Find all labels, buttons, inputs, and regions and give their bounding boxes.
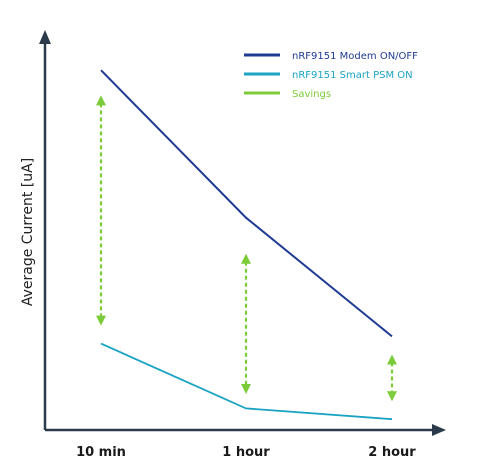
series-line-1	[100, 342, 393, 421]
savings-arrow-up-icon	[241, 253, 251, 264]
series-line-0	[100, 69, 393, 338]
x-tick-label: 1 hour	[222, 445, 270, 460]
legend: nRF9151 Modem ON/OFF nRF9151 Smart PSM ON…	[244, 51, 418, 100]
x-axis-arrow-icon	[432, 424, 446, 436]
x-tick-label: 10 min	[76, 445, 126, 460]
savings-arrow-down-icon	[241, 384, 251, 395]
x-tick-labels: 10 min 1 hour 2 hour	[76, 445, 416, 460]
savings-arrow-down-icon	[96, 315, 106, 326]
savings-arrow-up-icon	[387, 354, 397, 365]
savings-arrows	[96, 95, 397, 402]
x-tick-label: 2 hour	[368, 445, 416, 460]
y-axis-label: Average Current [uA]	[20, 158, 36, 306]
savings-arrow-up-icon	[96, 95, 106, 106]
legend-label: nRF9151 Smart PSM ON	[292, 70, 413, 81]
legend-label: Savings	[292, 89, 331, 100]
y-axis-arrow-icon	[39, 30, 51, 44]
legend-label: nRF9151 Modem ON/OFF	[292, 51, 418, 62]
series-lines	[100, 69, 393, 421]
savings-arrow-down-icon	[387, 391, 397, 402]
